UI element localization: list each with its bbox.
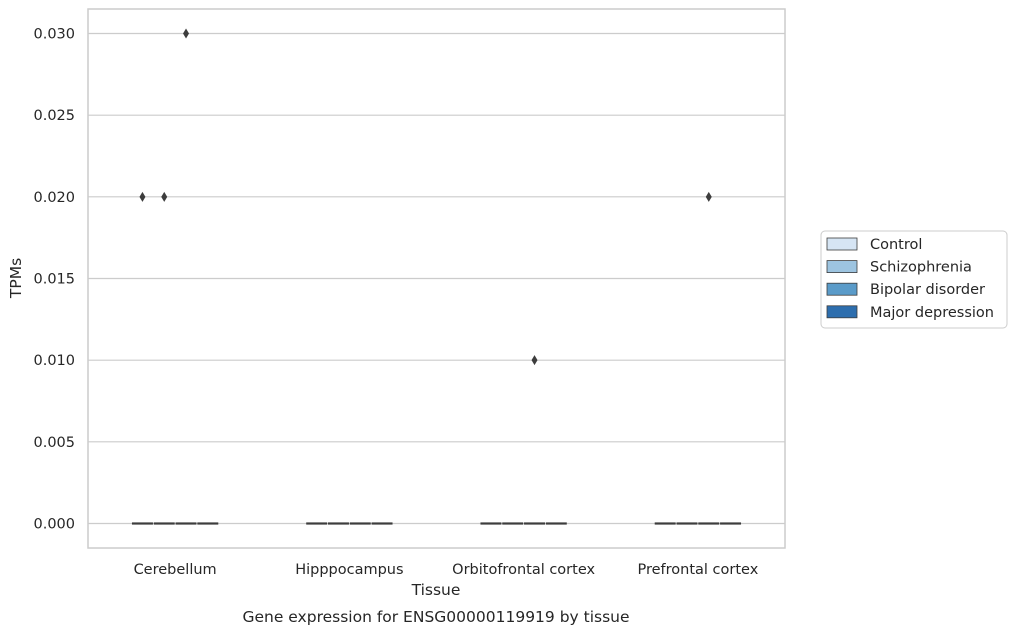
outlier-point	[139, 191, 146, 202]
legend-entry: Major depression	[870, 305, 994, 321]
legend-swatch	[826, 305, 858, 319]
plot-frame	[87, 8, 786, 549]
x-axis-label: Tissue	[411, 581, 461, 599]
legend-entry: Schizophrenia	[870, 260, 972, 276]
x-tick-label: Orbitofrontal cortex	[452, 562, 595, 578]
x-tick-label: Hipppocampus	[295, 562, 403, 578]
y-axis-label: TPMs	[7, 258, 25, 299]
y-tick-label: 0.030	[33, 27, 75, 43]
x-tick-label: Cerebellum	[134, 562, 217, 578]
legend-entry: Bipolar disorder	[870, 282, 985, 298]
y-tick-label: 0.005	[33, 435, 75, 451]
y-tick-label: 0.000	[33, 517, 75, 533]
legend-entry: Control	[870, 237, 922, 253]
outlier-point	[531, 355, 538, 366]
legend-swatch	[826, 237, 858, 251]
gridlines	[88, 32, 785, 525]
legend-frame	[820, 230, 1008, 329]
y-tick-label: 0.010	[33, 353, 75, 369]
legend: Control Schizophrenia Bipolar disorder Majo…	[820, 230, 1008, 329]
chart-caption: Gene expression for ENSG00000119919 by t…	[242, 608, 629, 626]
y-tick-label: 0.025	[33, 108, 75, 124]
outlier-point	[705, 191, 712, 202]
legend-swatch	[826, 282, 858, 296]
box-group	[131, 28, 742, 525]
y-tick-label: 0.015	[33, 272, 75, 288]
outlier-point	[183, 28, 190, 39]
legend-swatch	[826, 260, 858, 274]
x-tick-labels: Cerebellum Hipppocampus Orbitofrontal cort…	[134, 562, 759, 578]
y-tick-label: 0.020	[33, 190, 75, 206]
x-tick-label: Prefrontal cortex	[637, 562, 758, 578]
y-tick-labels: 0.000 0.005 0.010 0.015 0.020 0.025 0.030	[33, 27, 75, 533]
outlier-point	[161, 191, 168, 202]
